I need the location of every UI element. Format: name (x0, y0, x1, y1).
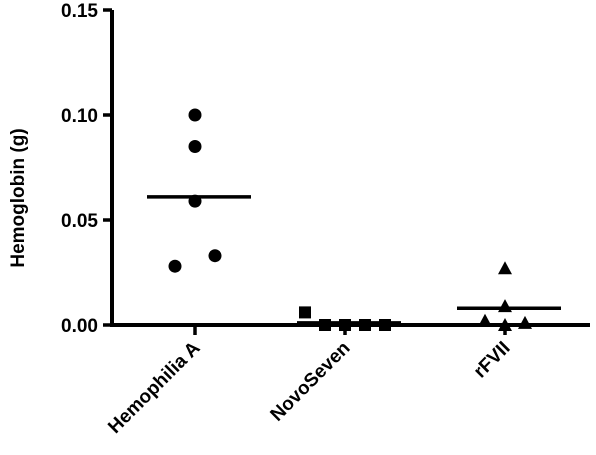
data-point-square (339, 319, 351, 331)
data-point-triangle (498, 299, 512, 313)
data-point-square (319, 319, 331, 331)
data-point-triangle (478, 313, 492, 327)
data-point-circle (208, 249, 222, 263)
x-axis: Hemophilia A NovoSeven rFVII (104, 323, 590, 438)
y-tick-label: 0.10 (61, 106, 98, 127)
mean-lines (147, 195, 561, 325)
y-axis: 0.00 0.05 0.10 0.15 (61, 1, 114, 337)
y-tick-label: 0.05 (61, 211, 98, 232)
data-point-circle (188, 108, 202, 122)
y-tick-label: 0.15 (61, 1, 98, 22)
x-category-label: NovoSeven (267, 338, 355, 426)
data-point-square (299, 306, 311, 319)
data-points (168, 108, 532, 331)
x-category-label: rFVII (470, 338, 515, 383)
data-point-triangle (498, 318, 512, 331)
x-category-label: Hemophilia A (104, 337, 204, 437)
data-point-square (359, 319, 371, 331)
data-point-triangle (498, 261, 512, 275)
data-point-circle (168, 259, 182, 273)
data-point-circle (188, 140, 202, 153)
y-axis-title: Hemoglobin (g) (8, 128, 29, 267)
data-point-triangle (518, 315, 532, 329)
data-point-square (379, 319, 391, 331)
y-tick-label: 0.00 (61, 316, 98, 337)
